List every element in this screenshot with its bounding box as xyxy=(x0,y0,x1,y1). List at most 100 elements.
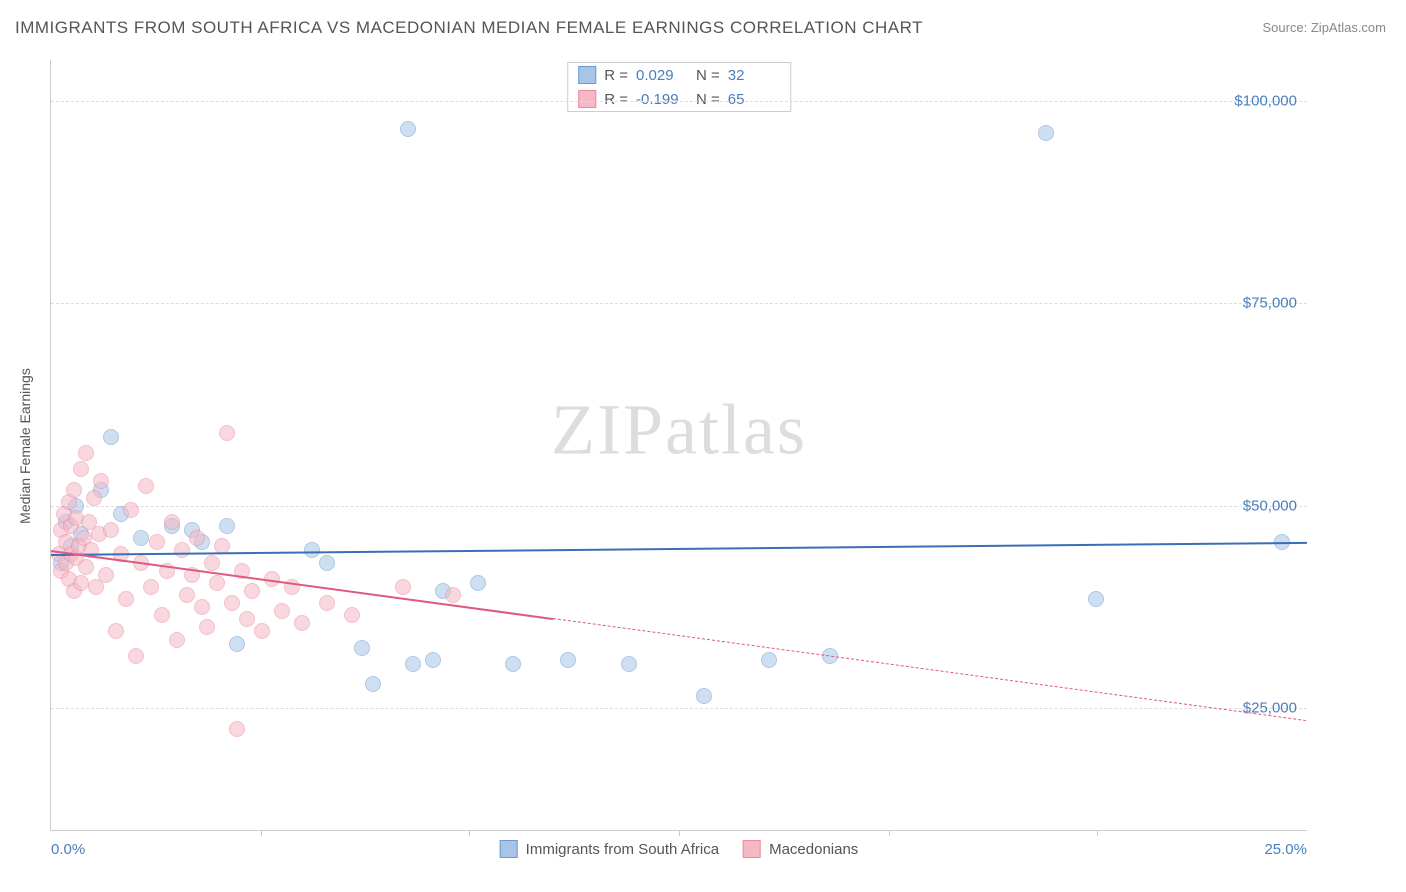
gridline xyxy=(51,303,1307,304)
legend-swatch xyxy=(500,840,518,858)
data-point xyxy=(294,615,310,631)
data-point xyxy=(154,607,170,623)
source-name: ZipAtlas.com xyxy=(1311,20,1386,35)
legend-item: Macedonians xyxy=(743,840,858,858)
data-point xyxy=(123,502,139,518)
y-tick-label: $75,000 xyxy=(1243,295,1297,312)
stat-r-label: R = xyxy=(604,91,628,108)
source-prefix: Source: xyxy=(1262,20,1310,35)
data-point xyxy=(319,555,335,571)
data-point xyxy=(354,640,370,656)
gridline xyxy=(51,506,1307,507)
data-point xyxy=(189,530,205,546)
data-point xyxy=(365,676,381,692)
data-point xyxy=(73,575,89,591)
data-point xyxy=(425,652,441,668)
y-axis-label: Median Female Earnings xyxy=(17,368,33,524)
stat-r-value: 0.029 xyxy=(636,67,688,84)
watermark-thin: atlas xyxy=(665,389,807,469)
watermark-bold: ZIP xyxy=(551,389,665,469)
data-point xyxy=(274,603,290,619)
data-point xyxy=(224,595,240,611)
plot-area: ZIPatlas R =0.029N =32R =-0.199N =65 Imm… xyxy=(50,60,1307,831)
data-point xyxy=(103,522,119,538)
data-point xyxy=(1088,591,1104,607)
gridline xyxy=(51,101,1307,102)
data-point xyxy=(78,559,94,575)
stat-n-label: N = xyxy=(696,91,720,108)
data-point xyxy=(405,656,421,672)
data-point xyxy=(86,490,102,506)
data-point xyxy=(229,636,245,652)
data-point xyxy=(560,652,576,668)
x-tick-label: 0.0% xyxy=(51,841,85,858)
data-point xyxy=(344,607,360,623)
data-point xyxy=(696,688,712,704)
data-point xyxy=(505,656,521,672)
data-point xyxy=(209,575,225,591)
gridline xyxy=(51,708,1307,709)
legend-label: Immigrants from South Africa xyxy=(526,841,719,858)
data-point xyxy=(138,478,154,494)
data-point xyxy=(395,579,411,595)
stat-r-value: -0.199 xyxy=(636,91,688,108)
data-point xyxy=(204,555,220,571)
stats-legend-box: R = 0.029 N = 32 R = -0.199 N = 65 xyxy=(567,62,791,112)
trend-line xyxy=(553,618,1307,721)
data-point xyxy=(118,591,134,607)
data-point xyxy=(143,579,159,595)
data-point xyxy=(199,619,215,635)
series-legend: Immigrants from South Africa Macedonians xyxy=(500,840,859,858)
legend-item: Immigrants from South Africa xyxy=(500,840,719,858)
data-point xyxy=(133,530,149,546)
data-point xyxy=(400,121,416,137)
data-point xyxy=(149,534,165,550)
chart-title: IMMIGRANTS FROM SOUTH AFRICA VS MACEDONI… xyxy=(15,18,923,38)
x-minor-tick xyxy=(679,830,680,836)
trend-line xyxy=(51,542,1307,556)
data-point xyxy=(103,429,119,445)
data-point xyxy=(239,611,255,627)
data-point xyxy=(319,595,335,611)
legend-swatch xyxy=(578,90,596,108)
data-point xyxy=(164,514,180,530)
data-point xyxy=(174,542,190,558)
legend-swatch xyxy=(743,840,761,858)
y-tick-label: $50,000 xyxy=(1243,497,1297,514)
stat-r-label: R = xyxy=(604,67,628,84)
stats-row: R = 0.029 N = 32 xyxy=(568,63,790,87)
legend-swatch xyxy=(578,66,596,84)
data-point xyxy=(179,587,195,603)
data-point xyxy=(621,656,637,672)
watermark: ZIPatlas xyxy=(551,388,807,471)
x-minor-tick xyxy=(261,830,262,836)
x-minor-tick xyxy=(469,830,470,836)
data-point xyxy=(229,721,245,737)
data-point xyxy=(98,567,114,583)
data-point xyxy=(219,518,235,534)
data-point xyxy=(108,623,124,639)
legend-label: Macedonians xyxy=(769,841,858,858)
x-minor-tick xyxy=(1097,830,1098,836)
data-point xyxy=(244,583,260,599)
data-point xyxy=(93,473,109,489)
data-point xyxy=(254,623,270,639)
data-point xyxy=(66,482,82,498)
data-point xyxy=(470,575,486,591)
x-minor-tick xyxy=(889,830,890,836)
data-point xyxy=(73,461,89,477)
stat-n-label: N = xyxy=(696,67,720,84)
data-point xyxy=(1038,125,1054,141)
x-tick-label: 25.0% xyxy=(1264,841,1307,858)
source-attribution: Source: ZipAtlas.com xyxy=(1262,20,1386,35)
data-point xyxy=(304,542,320,558)
data-point xyxy=(219,425,235,441)
data-point xyxy=(445,587,461,603)
data-point xyxy=(78,445,94,461)
stats-row: R = -0.199 N = 65 xyxy=(568,87,790,111)
data-point xyxy=(169,632,185,648)
stat-n-value: 65 xyxy=(728,91,780,108)
stat-n-value: 32 xyxy=(728,67,780,84)
data-point xyxy=(128,648,144,664)
data-point xyxy=(761,652,777,668)
